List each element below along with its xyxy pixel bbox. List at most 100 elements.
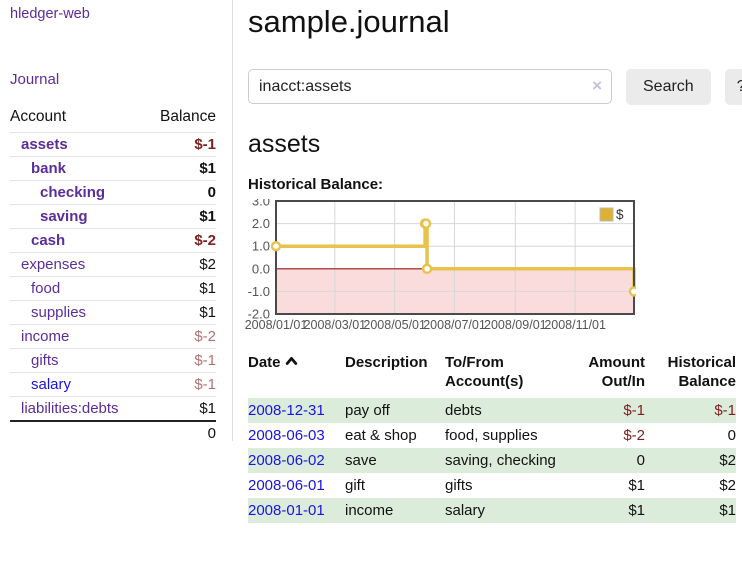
account-balance: $-2	[145, 324, 216, 349]
account-link-expenses[interactable]: expenses	[21, 256, 86, 273]
balance-chart: 3.0 2.0 1.0 0.0 -1.0 -2.02008/01/012008/03/01…	[245, 199, 636, 332]
svg-text:2008/09/01: 2008/09/01	[484, 318, 547, 332]
account-row[interactable]: supplies $1	[10, 300, 216, 325]
transaction-amount: $-2	[623, 427, 645, 444]
transaction-balance: $-1	[714, 402, 736, 419]
historical-balance-chart: 3.0 2.0 1.0 0.0 -1.0 -2.0 2008/01/01 2008/03/01…	[242, 199, 742, 333]
svg-text:2008/03/01: 2008/03/01	[304, 318, 367, 332]
account-row[interactable]: expenses $2	[10, 252, 216, 277]
account-balance: $-1	[145, 132, 216, 157]
account-link-saving[interactable]: saving	[40, 208, 88, 225]
search-form: × Search ?	[248, 69, 742, 105]
transaction-description: eat & shop	[345, 427, 417, 444]
account-row[interactable]: gifts $-1	[10, 348, 216, 373]
transaction-amount: $-1	[623, 402, 645, 419]
account-link-assets[interactable]: assets	[21, 136, 68, 153]
transaction-description: income	[345, 502, 394, 519]
svg-text:2008/01/01: 2008/01/01	[245, 318, 308, 332]
transaction-date-link[interactable]: 2008-06-01	[248, 477, 325, 494]
clear-search-icon[interactable]: ×	[592, 76, 602, 95]
account-link-food[interactable]: food	[31, 280, 61, 297]
sidebar-item-journal[interactable]: Journal	[10, 71, 60, 88]
register-row[interactable]: 2008-06-03 eat & shop food, supplies $-2…	[248, 423, 736, 448]
svg-text:0.0: 0.0	[252, 261, 270, 276]
register-row[interactable]: 2008-01-01 income salary $1 $1	[248, 498, 736, 523]
accounts-total-row: 0	[10, 420, 216, 445]
account-link-liabilities-debts[interactable]: liabilities:debts	[21, 400, 119, 417]
account-balance: $1	[145, 396, 216, 421]
account-row[interactable]: assets $-1	[10, 132, 216, 157]
register-table: Date Description To/From Account(s) Amou…	[248, 353, 736, 523]
page-title: sample.journal	[248, 4, 450, 39]
account-link-cash[interactable]: cash	[31, 232, 66, 249]
account-balance: $1	[145, 204, 216, 229]
account-balance: $2	[145, 252, 216, 277]
account-link-gifts[interactable]: gifts	[31, 352, 59, 369]
transaction-date-link[interactable]: 2008-06-03	[248, 427, 325, 444]
transaction-accounts: saving, checking	[445, 452, 556, 469]
accounts-header-account: Account	[10, 108, 67, 125]
transaction-accounts: debts	[445, 402, 482, 419]
account-link-salary[interactable]: salary	[31, 376, 72, 393]
chart-title: Historical Balance:	[248, 176, 384, 193]
register-header-date[interactable]: Date	[248, 353, 345, 398]
account-row[interactable]: food $1	[10, 276, 216, 301]
register-header-amount: Amount Out/In	[588, 354, 645, 390]
transaction-balance: $1	[719, 502, 736, 519]
account-balance: 0	[145, 180, 216, 205]
svg-text:2.0: 2.0	[252, 216, 270, 231]
svg-text:-2.0: -2.0	[248, 307, 270, 322]
search-help-button[interactable]: ?	[724, 69, 742, 105]
svg-text:2008/05/01: 2008/05/01	[363, 318, 426, 332]
transaction-description: save	[345, 452, 377, 469]
search-button[interactable]: Search	[626, 69, 711, 105]
account-balance: $1	[145, 156, 216, 181]
account-row[interactable]: bank $1	[10, 156, 216, 181]
account-balance: $-2	[145, 228, 216, 253]
account-link-checking[interactable]: checking	[40, 184, 106, 201]
account-row[interactable]: checking 0	[10, 180, 216, 205]
register-header-description: Description	[345, 354, 428, 371]
svg-text:-1.0: -1.0	[248, 284, 270, 299]
account-balance: $1	[145, 276, 216, 301]
brand-link[interactable]: hledger-web	[10, 6, 90, 22]
transaction-balance: $2	[719, 477, 736, 494]
account-page-title: assets	[248, 130, 321, 158]
accounts-header-balance: Balance	[159, 108, 216, 125]
main-content: sample.journal × Search ? assets Histori…	[245, 0, 742, 523]
account-balance: $-1	[145, 372, 216, 397]
transaction-description: gift	[345, 477, 366, 494]
transaction-accounts: salary	[445, 502, 486, 519]
accounts-table: Account Balance assets $-1 bank $1 check…	[10, 105, 216, 445]
register-header-balance: Historical Balance	[667, 354, 736, 390]
svg-text:2008/07/01: 2008/07/01	[423, 318, 486, 332]
svg-text:3.0: 3.0	[252, 199, 270, 209]
transaction-amount: 0	[636, 452, 645, 469]
account-link-bank[interactable]: bank	[31, 160, 67, 177]
account-row[interactable]: income $-2	[10, 324, 216, 349]
account-link-supplies[interactable]: supplies	[31, 304, 87, 321]
account-row[interactable]: salary $-1	[10, 372, 216, 397]
register-row[interactable]: 2008-06-01 gift gifts $1 $2	[248, 473, 736, 498]
transaction-balance: $2	[719, 452, 736, 469]
transaction-date-link[interactable]: 2008-06-02	[248, 452, 325, 469]
register-row[interactable]: 2008-12-31 pay off debts $-1 $-1	[248, 398, 736, 423]
sidebar: hledger-web Journal Account Balance asse…	[0, 0, 233, 445]
transaction-date-link[interactable]: 2008-12-31	[248, 402, 325, 419]
transaction-accounts: gifts	[445, 477, 473, 494]
account-row[interactable]: saving $1	[10, 204, 216, 229]
transaction-date-link[interactable]: 2008-01-01	[248, 502, 325, 519]
search-input[interactable]	[248, 69, 612, 104]
account-row[interactable]: liabilities:debts $1	[10, 396, 216, 421]
transaction-description: pay off	[345, 402, 390, 419]
svg-text:2008/11/01: 2008/11/01	[544, 318, 606, 332]
transaction-amount: $1	[628, 477, 645, 494]
accounts-total-balance: 0	[145, 420, 216, 445]
transaction-balance: 0	[727, 427, 736, 444]
transaction-amount: $1	[628, 502, 645, 519]
account-balance: $-1	[145, 348, 216, 373]
transaction-accounts: food, supplies	[445, 427, 538, 444]
account-row[interactable]: cash $-2	[10, 228, 216, 253]
register-row[interactable]: 2008-06-02 save saving, checking 0 $2	[248, 448, 736, 473]
account-link-income[interactable]: income	[21, 328, 70, 345]
